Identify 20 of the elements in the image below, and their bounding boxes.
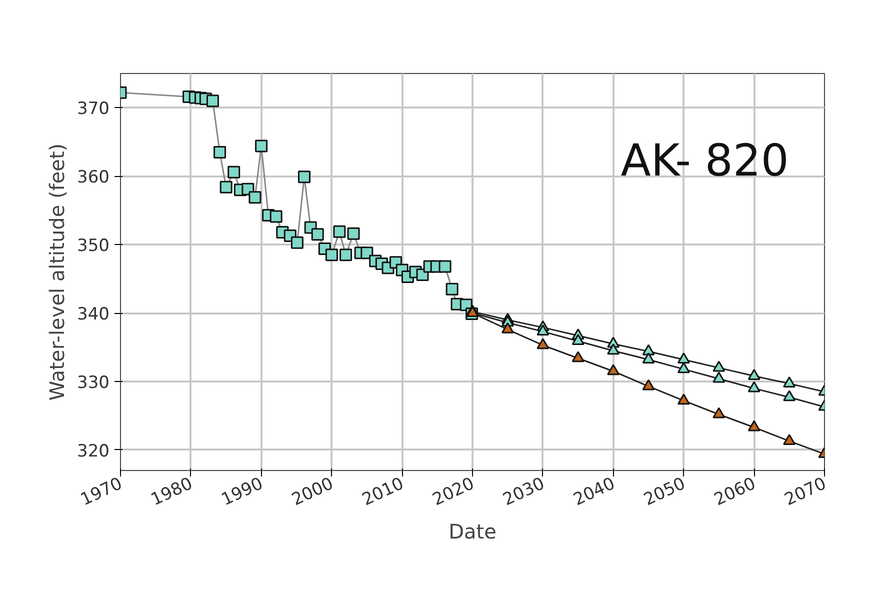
x-tick-label: 2050 — [640, 474, 689, 510]
y-tick-label: 370 — [77, 99, 110, 120]
y-tick-label: 350 — [77, 236, 110, 256]
y-tick-label: 340 — [77, 304, 110, 325]
x-tick-label: 1970 — [78, 474, 126, 510]
y-axis-title: Water-level altitude (feet) — [45, 143, 70, 401]
x-tick-label: 2040 — [570, 474, 618, 510]
x-tick-label: 2020 — [430, 474, 478, 510]
x-tick-label: 2060 — [711, 474, 759, 510]
y-tick-label: 330 — [77, 373, 110, 394]
x-tick-label: 1980 — [148, 474, 196, 510]
y-tick-label: 320 — [77, 441, 110, 462]
y-tick-label: 360 — [77, 168, 110, 188]
x-axis-title: Date — [448, 520, 496, 544]
x-tick-label: 2000 — [288, 474, 337, 510]
x-tick-label: 2070 — [782, 474, 830, 510]
x-tick-label: 1990 — [218, 474, 266, 510]
x-tick-label: 2030 — [500, 474, 548, 510]
annotation: AK- 820 — [620, 135, 789, 186]
x-tick-label: 2010 — [359, 474, 407, 510]
